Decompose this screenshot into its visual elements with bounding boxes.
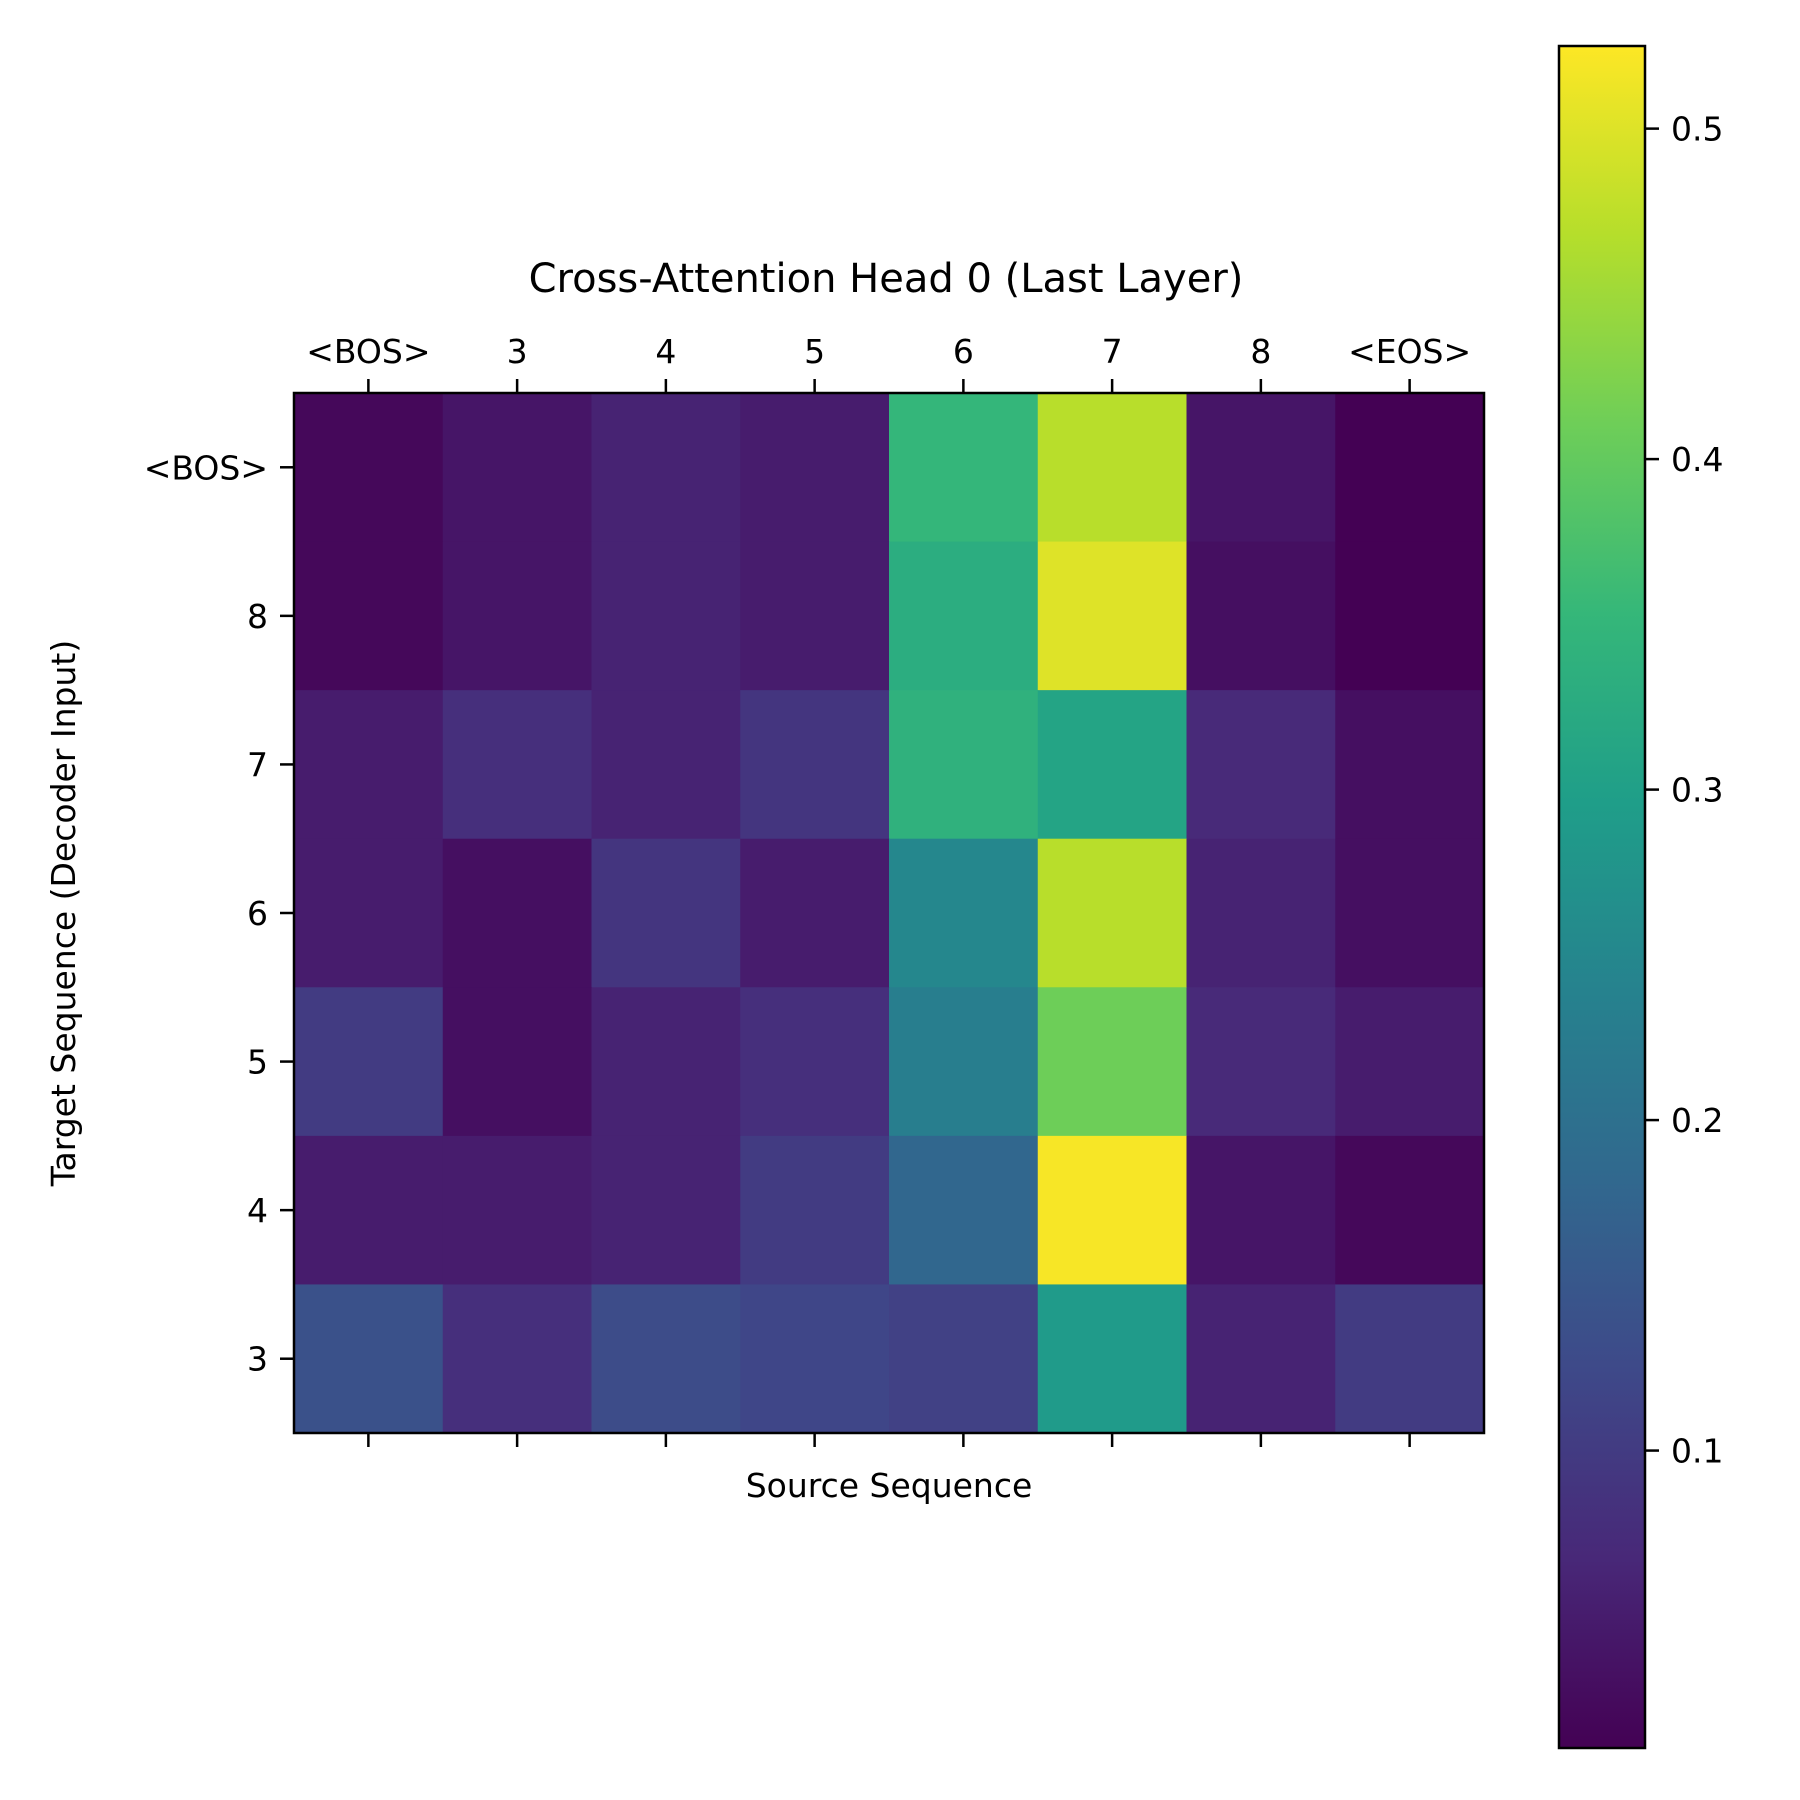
heatmap-cell [1186, 987, 1336, 1137]
colorbar-tick-label: 0.2 [1671, 1101, 1723, 1140]
x-axis-ticks: <BOS> 3 4 5 6 7 8 <EOS> [306, 332, 1471, 1447]
heatmap-cell [591, 1135, 741, 1286]
heatmap-cell [442, 393, 593, 543]
heatmap-cell [740, 1135, 890, 1286]
heatmap-cell [294, 1135, 444, 1286]
heatmap-cell [1186, 690, 1336, 840]
heatmap-cell [1037, 1284, 1188, 1434]
heatmap-cell [740, 987, 890, 1137]
y-tick-label: 7 [247, 745, 268, 784]
heatmap-cell [1335, 838, 1485, 988]
heatmap-cell [1335, 1284, 1485, 1434]
heatmap-cell [294, 838, 444, 988]
heatmap-cell [294, 393, 444, 543]
heatmap-cell [740, 541, 890, 691]
heatmap-cell [1037, 541, 1188, 691]
heatmap-cell [889, 1135, 1039, 1286]
heatmap-cell [591, 1284, 741, 1434]
heatmap-cell [1037, 1135, 1188, 1286]
colorbar-tick-label: 0.1 [1671, 1432, 1723, 1471]
colorbar-tick-label: 0.5 [1671, 110, 1723, 149]
y-tick-label: 5 [247, 1043, 268, 1082]
heatmap-cell [591, 541, 741, 691]
x-tick-label: 6 [953, 332, 974, 371]
heatmap-cell [1335, 690, 1485, 840]
y-tick-label: 3 [247, 1340, 268, 1379]
heatmap-cell [442, 838, 593, 988]
y-axis-label: Target Sequence (Decoder Input) [44, 640, 83, 1187]
y-axis-ticks: <BOS> 8 7 6 5 4 3 [144, 448, 294, 1379]
x-tick-label: <EOS> [1348, 332, 1471, 371]
heatmap-cell [442, 541, 593, 691]
heatmap-cell [1186, 393, 1336, 543]
heatmap-cell [591, 838, 741, 988]
y-tick-label: 8 [247, 597, 268, 636]
x-tick-label: 4 [655, 332, 676, 371]
heatmap-cell [889, 1284, 1039, 1434]
y-tick-label: <BOS> [144, 448, 268, 487]
x-axis-label: Source Sequence [746, 1466, 1033, 1505]
heatmap-cell [740, 838, 890, 988]
heatmap-cell [889, 690, 1039, 840]
heatmap-cell [591, 987, 741, 1137]
heatmap-cell [889, 393, 1039, 543]
x-tick-label: 5 [804, 332, 825, 371]
heatmap-cell [294, 987, 444, 1137]
heatmap-cell [294, 541, 444, 691]
colorbar [1559, 46, 1645, 1748]
heatmap-cell [1335, 541, 1485, 691]
heatmap-cells [294, 393, 1485, 1434]
colorbar-frame [1557, 44, 1647, 1750]
heatmap-cell [442, 1135, 593, 1286]
heatmap-cell [294, 690, 444, 840]
heatmap-cell [1186, 541, 1336, 691]
x-tick-label: <BOS> [306, 332, 430, 371]
heatmap-cell [442, 987, 593, 1137]
heatmap-cell [591, 393, 741, 543]
heatmap-cell [1037, 987, 1188, 1137]
x-tick-label: 8 [1250, 332, 1271, 371]
x-tick-label: 7 [1102, 332, 1123, 371]
heatmap-cell [1186, 838, 1336, 988]
colorbar-tick-label: 0.4 [1671, 440, 1723, 479]
heatmap-cell [442, 1284, 593, 1434]
heatmap-cell [1037, 838, 1188, 988]
heatmap-cell [1186, 1135, 1336, 1286]
heatmap-cell [889, 541, 1039, 691]
heatmap-cell [1335, 987, 1485, 1137]
heatmap-cell [591, 690, 741, 840]
heatmap-cell [740, 690, 890, 840]
heatmap-cell [740, 1284, 890, 1434]
heatmap-cell [1037, 690, 1188, 840]
heatmap-cell [294, 1284, 444, 1434]
x-tick-label: 3 [507, 332, 528, 371]
heatmap-cell [740, 393, 890, 543]
heatmap-cell [889, 838, 1039, 988]
y-tick-label: 4 [247, 1191, 268, 1230]
colorbar-tick-label: 0.3 [1671, 771, 1723, 810]
heatmap-cell [1335, 393, 1485, 543]
heatmap-cell [1335, 1135, 1485, 1286]
y-tick-label: 6 [247, 894, 268, 933]
heatmap-cell [1037, 393, 1188, 543]
colorbar-ticks: 0.1 0.2 0.3 0.4 0.5 [1645, 110, 1723, 1471]
heatmap-cell [442, 690, 593, 840]
heatmap-cell [1186, 1284, 1336, 1434]
heatmap-cell [889, 987, 1039, 1137]
chart-title: Cross-Attention Head 0 (Last Layer) [529, 256, 1244, 302]
